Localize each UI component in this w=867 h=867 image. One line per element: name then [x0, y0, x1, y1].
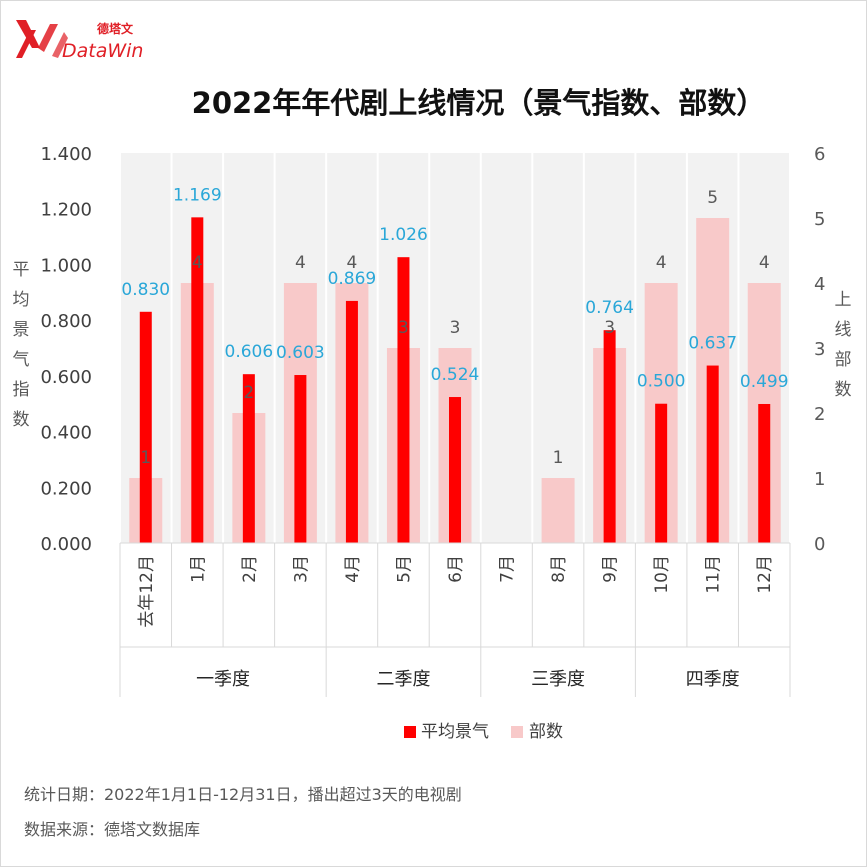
y-right-tick-label: 2 — [814, 404, 825, 425]
y-left-tick-label: 0.400 — [40, 423, 92, 444]
category-label: 1月 — [188, 555, 208, 583]
logo-en-text: DataWin — [62, 40, 144, 62]
y-left-tick-label: 1.400 — [40, 144, 92, 165]
category-label: 5月 — [394, 555, 414, 583]
y-right-tick-label: 0 — [814, 534, 825, 555]
legend-label-index: 平均景气 — [421, 722, 489, 742]
index-data-label: 0.764 — [585, 298, 634, 318]
index-data-label: 1.026 — [379, 225, 428, 245]
index-bar — [294, 375, 307, 543]
index-data-label: 0.606 — [225, 342, 274, 362]
count-data-label: 2 — [243, 383, 254, 403]
index-data-label: 0.524 — [431, 365, 480, 385]
y-right-tick-label: 6 — [814, 144, 825, 165]
count-data-label: 5 — [707, 188, 718, 208]
category-label: 7月 — [498, 555, 518, 583]
legend-label-count: 部数 — [529, 722, 563, 742]
category-label: 去年12月 — [137, 555, 157, 628]
index-bar — [758, 403, 771, 543]
category-label: 6月 — [446, 555, 466, 583]
index-data-label: 1.169 — [173, 185, 222, 205]
y-right-tick-label: 1 — [814, 469, 825, 490]
category-label: 3月 — [291, 555, 311, 583]
index-bar — [397, 257, 410, 543]
y-right-tick-label: 4 — [814, 274, 825, 295]
y-axis-right-label: 上线部数 — [834, 290, 852, 400]
index-bar — [655, 403, 668, 543]
chart-title: 2022年年代剧上线情况（景气指数、部数） — [191, 86, 766, 120]
quarter-label: 四季度 — [686, 669, 740, 690]
count-data-label: 3 — [604, 318, 615, 338]
index-bar — [139, 311, 152, 543]
category-label: 12月 — [755, 555, 775, 594]
index-bar — [345, 300, 358, 543]
category-label: 10月 — [652, 555, 672, 594]
index-data-label: 0.869 — [328, 269, 377, 289]
index-data-label: 0.499 — [740, 372, 789, 392]
datawin-logo-mark — [16, 20, 68, 58]
count-data-label: 1 — [140, 448, 151, 468]
y-left-tick-label: 0.000 — [40, 534, 92, 555]
category-label: 11月 — [704, 555, 724, 594]
count-bar — [541, 478, 575, 543]
y-left-tick-label: 0.200 — [40, 478, 92, 499]
legend-swatch-count — [511, 726, 523, 738]
count-data-label: 4 — [759, 253, 770, 273]
y-left-tick-label: 1.200 — [40, 200, 92, 221]
index-data-label: 0.500 — [637, 372, 686, 392]
index-data-label: 0.830 — [121, 280, 170, 300]
category-label: 9月 — [601, 555, 621, 583]
y-left-tick-label: 0.800 — [40, 311, 92, 332]
footer-date-note: 统计日期：2022年1月1日-12月31日，播出超过3天的电视剧 — [24, 785, 462, 804]
legend-swatch-index — [404, 726, 416, 738]
quarter-label: 三季度 — [531, 669, 585, 690]
count-data-label: 4 — [192, 253, 203, 273]
count-data-label: 3 — [398, 318, 409, 338]
index-bar — [706, 365, 719, 543]
category-label: 8月 — [549, 555, 569, 583]
logo-cn-text: 德塔文 — [97, 22, 134, 36]
footer-source-note: 数据来源：德塔文数据库 — [24, 820, 201, 839]
y-axis-left-label: 平均景气指数 — [12, 260, 30, 430]
index-bar — [191, 217, 204, 543]
index-bar — [603, 330, 616, 543]
y-right-tick-label: 3 — [814, 339, 825, 360]
index-data-label: 0.603 — [276, 343, 325, 363]
count-data-label: 4 — [656, 253, 667, 273]
count-data-label: 1 — [553, 448, 564, 468]
datawin-logo — [12, 14, 152, 64]
quarter-label: 二季度 — [376, 669, 430, 690]
category-label: 2月 — [240, 555, 260, 583]
y-right-tick-label: 5 — [814, 209, 825, 230]
index-bar — [449, 397, 461, 543]
category-label: 4月 — [343, 555, 363, 583]
count-data-label: 4 — [295, 253, 306, 273]
y-left-tick-label: 0.600 — [40, 367, 92, 388]
count-data-label: 3 — [450, 318, 461, 338]
quarter-label: 一季度 — [196, 669, 250, 690]
index-data-label: 0.637 — [688, 334, 737, 354]
count-data-label: 4 — [347, 253, 358, 273]
index-bar — [242, 374, 255, 543]
y-left-tick-label: 1.000 — [40, 255, 92, 276]
